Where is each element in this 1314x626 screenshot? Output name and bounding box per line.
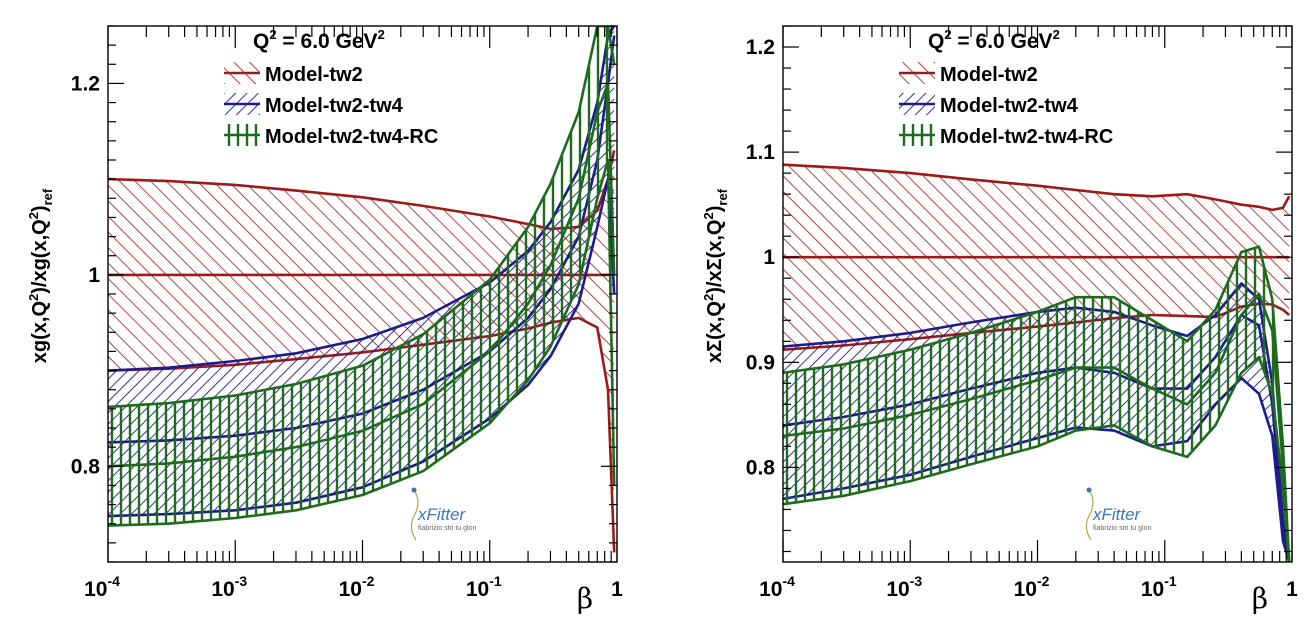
legend-label: Model-tw2-tw4-RC — [265, 126, 438, 148]
legend-label: Model-tw2-tw4 — [940, 95, 1079, 117]
x-tick-label: 10-4 — [759, 573, 795, 601]
logo-text: xFitter — [1092, 505, 1142, 524]
x-tick-label: 10-2 — [1014, 573, 1050, 601]
y-tick-label: 1.2 — [71, 72, 100, 95]
logo-text: xFitter — [417, 505, 467, 524]
line-model-tw2-tw4-rc-central — [108, 82, 616, 468]
logo-subtext: fiabrizio stri tu glon — [1093, 525, 1151, 532]
legend-item-model-tw2-tw4: Model-tw2-tw4 — [899, 93, 1079, 117]
y-tick-label: 1.2 — [746, 36, 775, 59]
x-tick-label: 10-3 — [211, 573, 247, 601]
line-model-tw2-upper — [783, 163, 1291, 212]
legend-item-model-tw2-tw4-rc: Model-tw2-tw4-RC — [899, 124, 1113, 148]
y-tick-label: 0.8 — [71, 455, 101, 478]
logo-subtext: fiabrizio stri tu glon — [418, 525, 476, 532]
legend: Model-tw2 Model-tw2-tw4 Model-tw2-tw4-RC — [224, 62, 438, 148]
legend-title: Q2 = 6.0 GeV2 — [928, 27, 1060, 53]
y-tick-label: 0.8 — [746, 456, 776, 479]
logo-swirl — [1085, 489, 1094, 541]
y-tick-label: 1 — [88, 264, 100, 287]
legend-item-model-tw2: Model-tw2 — [899, 62, 1038, 86]
logo-dot — [411, 487, 417, 493]
x-tick-label: 10-4 — [84, 573, 120, 601]
legend-label: Model-tw2 — [265, 64, 363, 86]
line-model-tw2-tw4-rc-lower — [783, 355, 1291, 562]
logo-swirl — [410, 489, 419, 541]
x-tick-label: 10-1 — [466, 573, 502, 601]
legend-title: Q2 = 6.0 GeV2 — [253, 27, 385, 53]
y-tick-label: 1 — [763, 246, 775, 269]
legend: Model-tw2 Model-tw2-tw4 Model-tw2-tw4-RC — [899, 62, 1113, 148]
x-axis-label: β — [1252, 582, 1268, 615]
chart-gluon: 0.811.210-4 10-3 10-2 10-1 1βxg(x,Q2)/xg(x,Q… — [26, 25, 623, 615]
y-axis-label: xΣ(x,Q2)/xΣ(x,Q2)ref — [701, 188, 730, 363]
x-tick-label: 10-1 — [1141, 573, 1177, 601]
legend-label: Model-tw2 — [940, 64, 1038, 86]
line-model-tw2-tw4-rc-upper — [783, 245, 1291, 562]
line-model-tw2-tw4-rc-lower — [108, 158, 616, 527]
logo-dot — [1086, 487, 1092, 493]
legend-item-model-tw2: Model-tw2 — [224, 62, 363, 86]
legend-item-model-tw2-tw4: Model-tw2-tw4 — [224, 93, 404, 117]
legend-label: Model-tw2-tw4 — [265, 95, 404, 117]
y-tick-label: 0.9 — [746, 351, 775, 374]
band-model-tw2-tw4-rc — [783, 246, 1290, 562]
x-tick-label: 1 — [611, 578, 623, 601]
plot-area — [783, 163, 1291, 562]
x-tick-label: 10-2 — [339, 573, 375, 601]
x-tick-label: 10-3 — [886, 573, 922, 601]
line-model-tw2-tw4-rc-central — [783, 292, 1291, 562]
line-model-tw2-tw4-rc-upper — [108, 26, 616, 409]
y-axis-label: xg(x,Q2)/xg(x,Q2)ref — [26, 188, 55, 363]
chart-singlet: 0.80.911.11.210-4 10-3 10-2 10-1 1βxΣ(x,Q2)/… — [701, 25, 1298, 615]
legend-label: Model-tw2-tw4-RC — [940, 126, 1113, 148]
y-tick-label: 1.1 — [746, 141, 776, 164]
x-axis-label: β — [577, 582, 593, 615]
x-tick-label: 1 — [1286, 578, 1298, 601]
plot-area — [108, 26, 616, 553]
band-model-tw2-tw4-rc — [108, 26, 615, 526]
legend-item-model-tw2-tw4-rc: Model-tw2-tw4-RC — [224, 124, 438, 148]
